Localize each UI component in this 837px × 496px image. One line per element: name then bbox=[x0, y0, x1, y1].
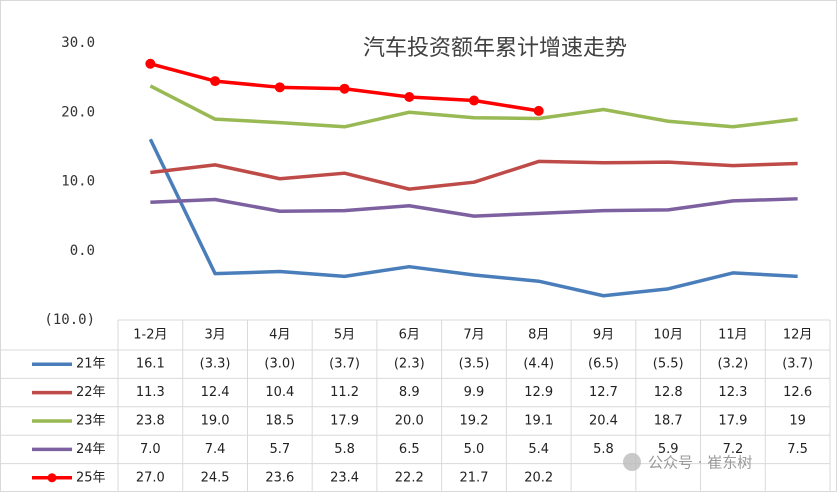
table-value: 11.2 bbox=[330, 385, 359, 400]
table-value: 12.8 bbox=[654, 385, 683, 400]
table-value: 23.6 bbox=[265, 470, 294, 485]
series-marker bbox=[210, 76, 221, 87]
table-value: (3.2) bbox=[717, 357, 748, 372]
series-marker bbox=[274, 82, 285, 93]
table-value: 12.3 bbox=[718, 385, 747, 400]
table-value: 27.0 bbox=[136, 470, 165, 485]
table-value: 7.0 bbox=[140, 442, 161, 457]
x-tick-label: 1-2月 bbox=[133, 328, 167, 343]
series-marker bbox=[145, 58, 156, 69]
table-value: 21.7 bbox=[460, 470, 489, 485]
x-tick-label: 11月 bbox=[718, 328, 748, 343]
table-value: (3.5) bbox=[459, 357, 490, 372]
table-value: 16.1 bbox=[136, 357, 165, 372]
series-marker bbox=[533, 105, 544, 116]
table-value: 20.0 bbox=[395, 414, 424, 429]
table-value: 5.0 bbox=[464, 442, 485, 457]
table-value: 7.5 bbox=[787, 442, 808, 457]
table-value: 8.9 bbox=[399, 385, 420, 400]
table-value: 20.4 bbox=[589, 414, 618, 429]
series-line bbox=[150, 197, 798, 218]
table-value: (3.3) bbox=[200, 357, 231, 372]
table-value: 7.2 bbox=[723, 442, 744, 457]
table-value: (3.7) bbox=[782, 357, 813, 372]
watermark: 公众号 · 崔东树 bbox=[648, 454, 752, 472]
table-value: 17.9 bbox=[718, 414, 747, 429]
table-value: 11.3 bbox=[136, 385, 165, 400]
table-value: 23.4 bbox=[330, 470, 359, 485]
table-value: 17.9 bbox=[330, 414, 359, 429]
series-marker bbox=[404, 92, 415, 103]
table-value: (3.0) bbox=[264, 357, 295, 372]
series-line bbox=[150, 159, 798, 191]
series-line bbox=[148, 138, 798, 298]
table-value: 9.9 bbox=[464, 385, 485, 400]
table-value: 10.4 bbox=[265, 385, 294, 400]
x-tick-label: 12月 bbox=[783, 328, 813, 343]
y-tick-label: 30.0 bbox=[61, 35, 95, 51]
table-rule bbox=[0, 349, 1, 493]
x-tick-label: 10月 bbox=[653, 328, 683, 343]
y-tick-label: 0.0 bbox=[70, 243, 95, 259]
table-value: 19.1 bbox=[524, 414, 553, 429]
x-tick-label: 7月 bbox=[463, 328, 484, 343]
legend-label: 25年 bbox=[76, 470, 106, 485]
table-value: (2.3) bbox=[394, 357, 425, 372]
table-value: 12.6 bbox=[783, 385, 812, 400]
y-tick-label: 10.0 bbox=[61, 174, 95, 190]
table-value: 19 bbox=[789, 414, 806, 429]
table-value: 5.8 bbox=[334, 442, 355, 457]
table-value: 18.5 bbox=[265, 414, 294, 429]
x-tick-label: 9月 bbox=[593, 328, 614, 343]
series-line bbox=[149, 84, 798, 129]
table-value: 5.9 bbox=[658, 442, 679, 457]
table-value: (3.7) bbox=[329, 357, 360, 372]
x-tick-label: 3月 bbox=[204, 328, 225, 343]
series-marker bbox=[469, 95, 479, 106]
table-value: 19.2 bbox=[460, 414, 489, 429]
legend-label: 24年 bbox=[76, 442, 106, 457]
table-value: 19.0 bbox=[201, 414, 230, 429]
table-value: 5.4 bbox=[528, 442, 549, 457]
table-value: 12.9 bbox=[524, 385, 553, 400]
table-value: (4.4) bbox=[523, 357, 554, 372]
table-value: 7.4 bbox=[205, 442, 226, 457]
x-tick-label: 8月 bbox=[528, 328, 549, 343]
legend-label: 23年 bbox=[76, 414, 106, 429]
table-value: 18.7 bbox=[654, 414, 683, 429]
series-marker bbox=[339, 83, 350, 94]
table-value: 23.8 bbox=[136, 414, 165, 429]
table-value: 24.5 bbox=[201, 470, 230, 485]
legend-label: 22年 bbox=[76, 385, 106, 400]
x-tick-label: 5月 bbox=[334, 328, 355, 343]
watermark-icon bbox=[623, 453, 641, 471]
table-value: 12.4 bbox=[201, 385, 230, 400]
x-tick-label: 6月 bbox=[399, 328, 420, 343]
x-tick-label: 4月 bbox=[269, 328, 290, 343]
chart-title: 汽车投资额年累计增速走势 bbox=[363, 36, 627, 61]
table-value: 5.8 bbox=[593, 442, 614, 457]
legend-label: 21年 bbox=[76, 357, 106, 372]
table-value: 5.7 bbox=[269, 442, 290, 457]
table-value: 22.2 bbox=[395, 470, 424, 485]
y-tick-label: 20.0 bbox=[61, 104, 95, 120]
table-value: 20.2 bbox=[524, 470, 553, 485]
table-value: 6.5 bbox=[399, 442, 420, 457]
legend-marker bbox=[47, 473, 57, 483]
y-tick-label: (10.0) bbox=[44, 312, 95, 328]
table-value: (6.5) bbox=[588, 357, 619, 372]
table-value: (5.5) bbox=[653, 357, 684, 372]
table-value: 12.7 bbox=[589, 385, 618, 400]
